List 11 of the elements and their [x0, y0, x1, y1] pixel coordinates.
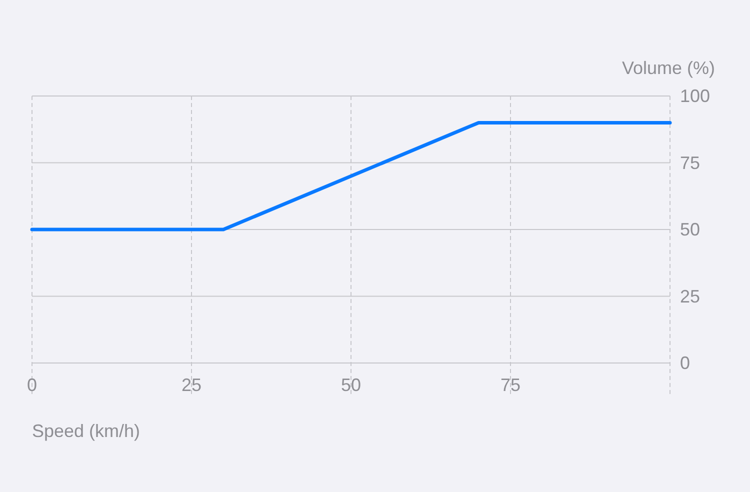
y-tick-label: 25 — [680, 286, 700, 306]
y-tick-label: 75 — [680, 152, 700, 173]
y-axis-title: Volume (%) — [622, 58, 715, 78]
y-tick-label: 100 — [680, 86, 710, 106]
x-tick-label: 25 — [181, 375, 202, 395]
x-tick-label: 50 — [340, 375, 362, 395]
y-tick-label: 50 — [680, 220, 700, 240]
x-tick-label: 75 — [500, 375, 521, 395]
x-axis-title: Speed (km/h) — [32, 421, 140, 441]
y-tick-label: 0 — [680, 353, 690, 373]
x-tick-label: 0 — [26, 375, 38, 395]
